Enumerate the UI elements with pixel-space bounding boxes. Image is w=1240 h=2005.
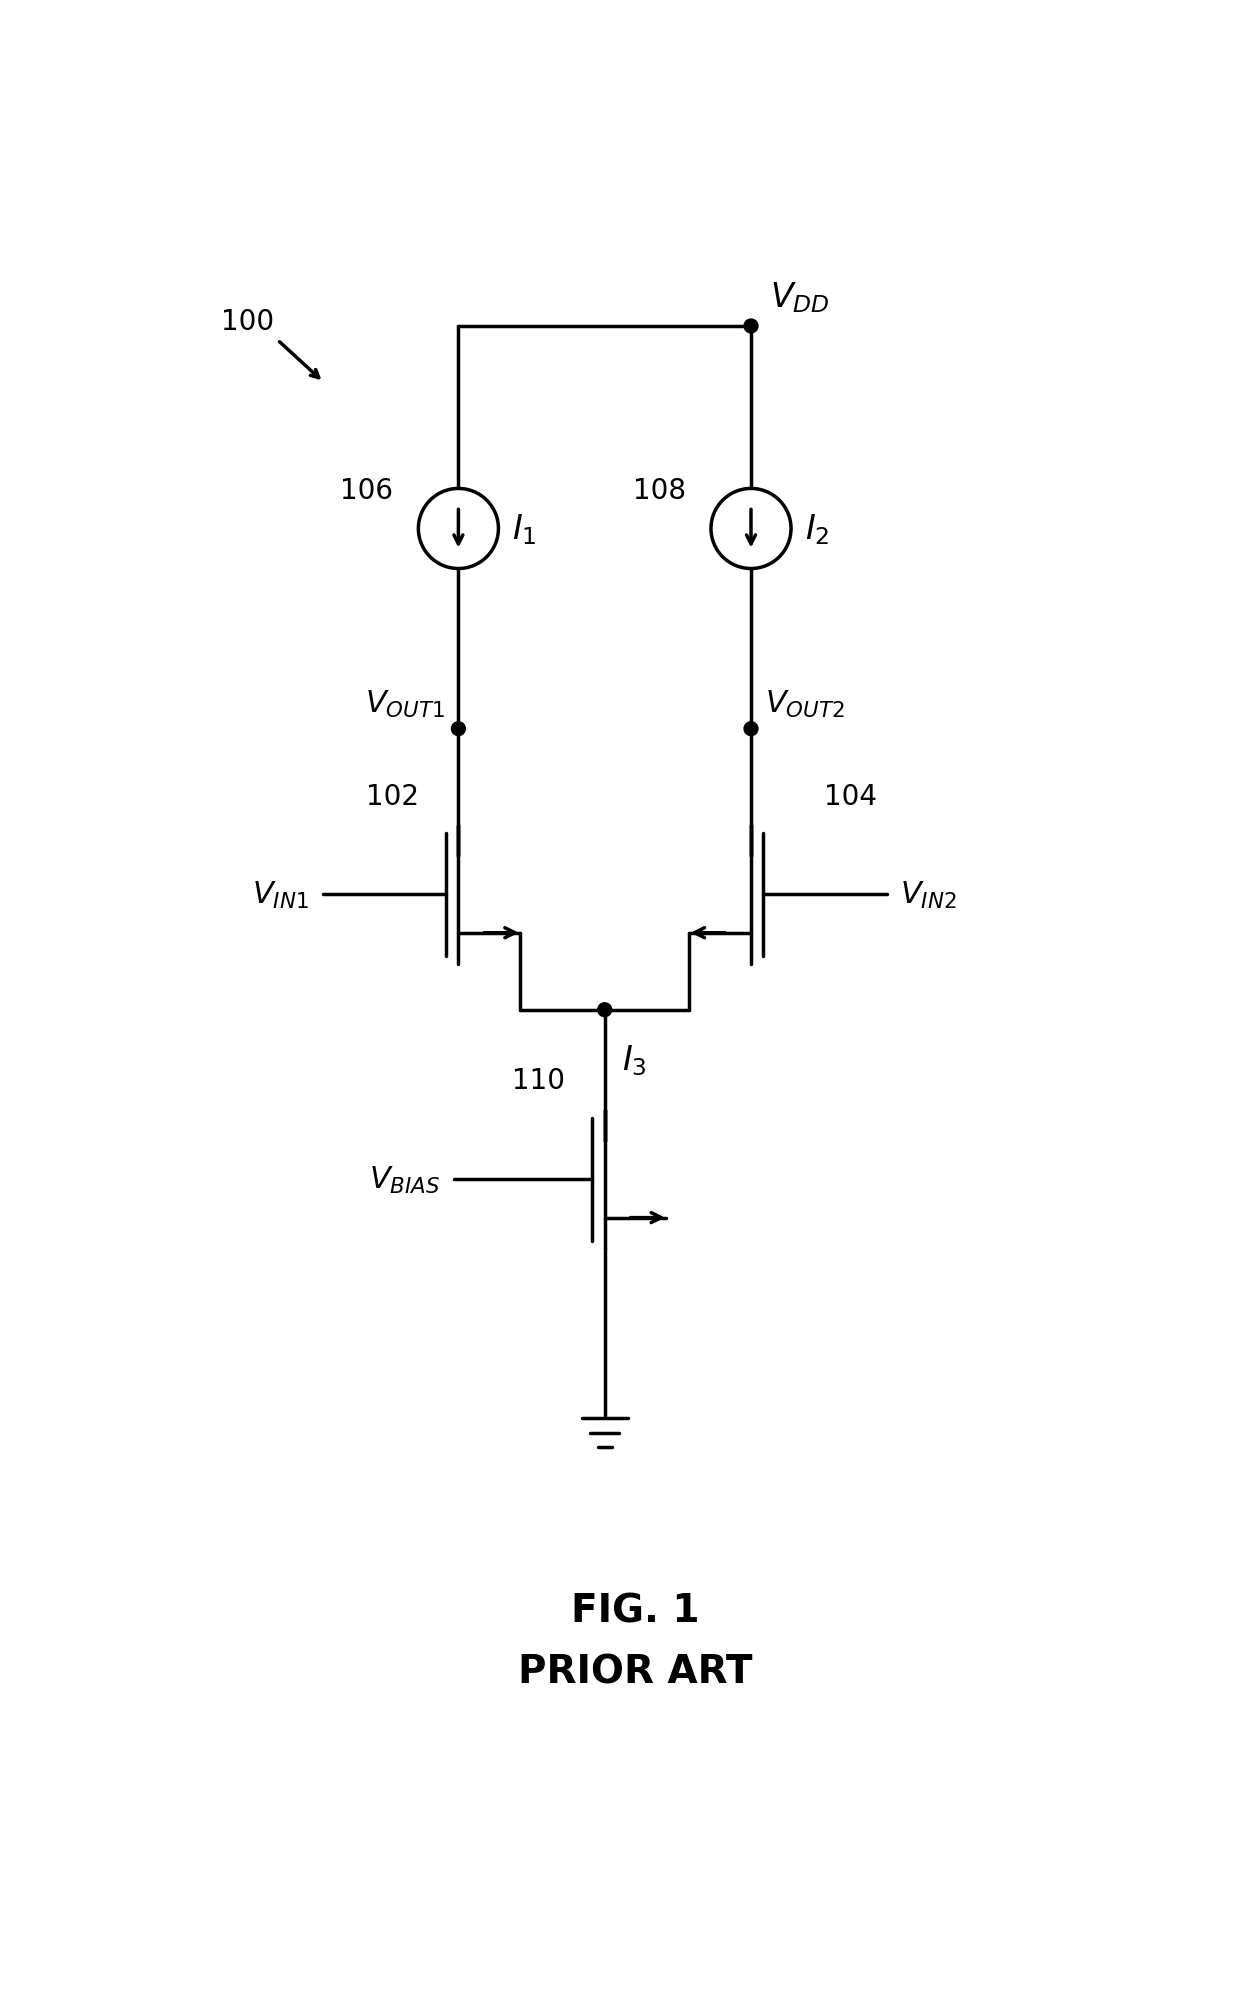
- Text: FIG. 1: FIG. 1: [572, 1592, 699, 1630]
- Text: $V_{OUT1}$: $V_{OUT1}$: [365, 690, 444, 720]
- Circle shape: [598, 1002, 611, 1017]
- Text: $V_{IN2}$: $V_{IN2}$: [900, 880, 957, 910]
- Text: 104: 104: [825, 782, 877, 810]
- Text: $V_{OUT2}$: $V_{OUT2}$: [765, 690, 844, 720]
- Text: $I_3$: $I_3$: [621, 1043, 646, 1077]
- Text: 102: 102: [366, 782, 419, 810]
- Text: $V_{IN1}$: $V_{IN1}$: [252, 880, 309, 910]
- Text: $I_1$: $I_1$: [512, 511, 537, 547]
- Text: 100: 100: [221, 309, 274, 337]
- Text: $V_{DD}$: $V_{DD}$: [770, 281, 830, 315]
- Circle shape: [451, 722, 465, 736]
- Text: $I_2$: $I_2$: [805, 511, 830, 547]
- Text: PRIOR ART: PRIOR ART: [518, 1652, 753, 1690]
- Text: 106: 106: [340, 477, 393, 505]
- Text: $V_{BIAS}$: $V_{BIAS}$: [368, 1165, 440, 1195]
- Circle shape: [744, 722, 758, 736]
- Circle shape: [744, 321, 758, 333]
- Text: 108: 108: [632, 477, 686, 505]
- Text: 110: 110: [512, 1067, 565, 1095]
